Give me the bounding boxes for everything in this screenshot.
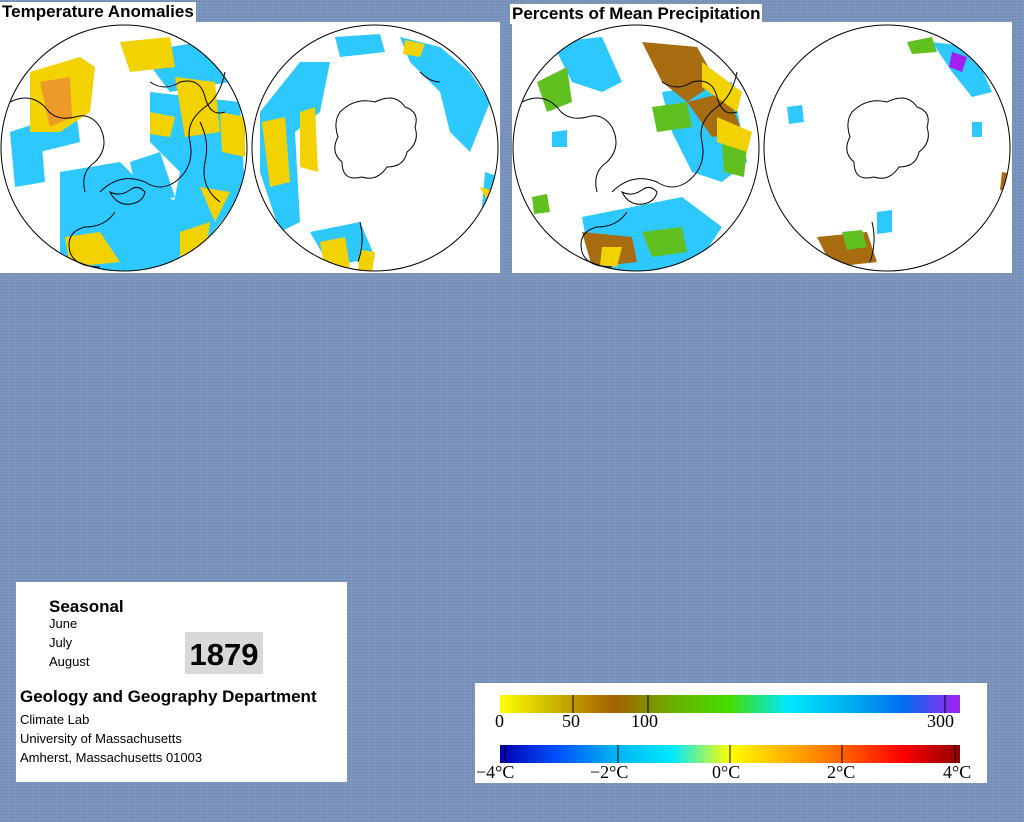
northern-hemisphere-temperature-map xyxy=(10,37,245,271)
temp-tick-label: 2°C xyxy=(827,762,856,782)
lab-name: Climate Lab xyxy=(20,712,90,727)
precip-tick-label: 50 xyxy=(562,711,580,731)
temperature-title: Temperature Anomalies xyxy=(0,2,196,22)
southern-hemisphere-temperature-map xyxy=(260,34,498,271)
info-box: Seasonal June July August 1879 Geology a… xyxy=(16,582,347,782)
temp-tick-label: 0°C xyxy=(712,762,741,782)
legend-panel: 0 50 100 300 −4°C −2°C 0°C 2°C 4°C xyxy=(475,683,987,783)
precip-tick-label: 0 xyxy=(495,711,504,731)
temp-tick-label: 4°C xyxy=(943,762,972,782)
department-name: Geology and Geography Department xyxy=(20,687,317,706)
southern-hemisphere-precipitation-map xyxy=(787,37,1010,267)
northern-hemisphere-precipitation-map xyxy=(532,37,752,271)
month-label: August xyxy=(49,654,90,669)
year-display: 1879 xyxy=(185,632,263,674)
month-label: June xyxy=(49,616,78,631)
precipitation-maps xyxy=(512,24,1011,272)
antarctica-outline xyxy=(846,97,929,263)
temperature-maps xyxy=(0,24,499,272)
legend-bars xyxy=(500,695,960,763)
temp-tick-label: −4°C xyxy=(476,762,515,782)
season-heading: Seasonal xyxy=(49,597,124,616)
antarctica-outline xyxy=(334,71,441,263)
address: Amherst, Massachusetts 01003 xyxy=(20,750,203,765)
temp-tick-label: −2°C xyxy=(590,762,629,782)
precipitation-title: Percents of Mean Precipitation xyxy=(510,4,763,24)
northern-hemisphere-coastlines xyxy=(9,71,226,268)
month-label: July xyxy=(49,635,73,650)
precip-tick-label: 300 xyxy=(927,711,954,731)
precip-tick-label: 100 xyxy=(631,711,658,731)
precipitation-colorbar xyxy=(500,695,960,713)
temperature-panel xyxy=(0,22,500,273)
university-name: University of Massachusetts xyxy=(20,731,182,746)
precipitation-panel xyxy=(512,22,1012,273)
